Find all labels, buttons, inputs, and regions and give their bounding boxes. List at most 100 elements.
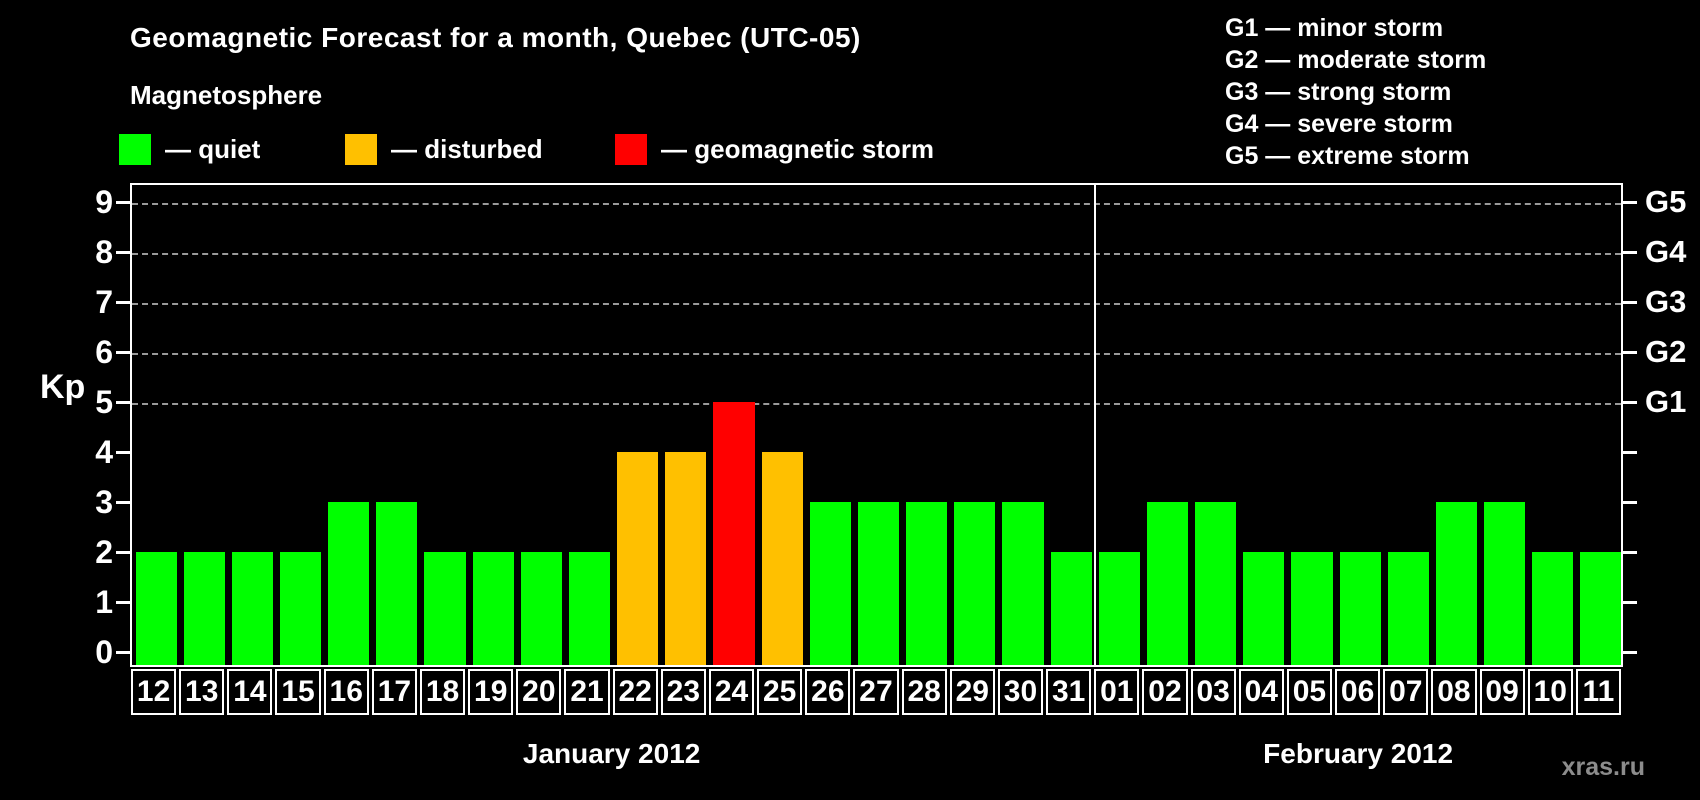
- date-cell: 12: [131, 669, 177, 715]
- date-cell: 27: [853, 669, 899, 715]
- kp-bar: [809, 502, 851, 665]
- date-cell: 20: [516, 669, 562, 715]
- y-tick-left: [116, 401, 130, 404]
- date-cell: 16: [323, 669, 369, 715]
- date-cell: 31: [1046, 669, 1092, 715]
- date-cell: 10: [1527, 669, 1573, 715]
- legend-label-disturbed: — disturbed: [391, 134, 543, 164]
- y-tick-right: [1623, 201, 1637, 204]
- grid-line-kp5: [132, 403, 1621, 405]
- g-axis-label-g5: G5: [1645, 184, 1687, 219]
- kp-bar: [231, 552, 273, 665]
- grid-line-kp7: [132, 303, 1621, 305]
- y-tick-left: [116, 301, 130, 304]
- date-cell: 05: [1286, 669, 1333, 715]
- g-axis-label-g2: G2: [1645, 334, 1687, 369]
- y-tick-left: [116, 351, 130, 354]
- quiet-color-swatch: [119, 134, 151, 165]
- date-cell: 23: [660, 669, 706, 715]
- kp-bar: [1435, 502, 1477, 665]
- disturbed-color-swatch: [345, 134, 377, 165]
- g3-legend-line: G3 — strong storm: [1225, 78, 1452, 106]
- kp-bar: [1339, 552, 1381, 665]
- kp-bar: [568, 552, 611, 665]
- kp-bar: [713, 402, 755, 665]
- y-tick-left: [116, 651, 130, 654]
- kp-bar: [1291, 552, 1333, 665]
- y-tick-right: [1623, 501, 1637, 504]
- kp-bar: [183, 552, 225, 665]
- y-tick-label: 8: [95, 234, 113, 270]
- date-cell: 26: [805, 669, 851, 715]
- kp-bar: [520, 552, 562, 665]
- y-tick-right: [1623, 551, 1637, 554]
- kp-bar: [1195, 502, 1237, 665]
- kp-bar: [906, 502, 948, 665]
- date-cell: 25: [757, 669, 803, 715]
- legend-label-storm: — geomagnetic storm: [661, 134, 935, 164]
- kp-bar: [1484, 502, 1526, 665]
- kp-bar: [135, 552, 177, 665]
- date-cell: 29: [949, 669, 995, 715]
- kp-axis-title: Kp: [40, 368, 86, 406]
- date-cell: 06: [1335, 669, 1381, 715]
- kp-bar: [1146, 502, 1189, 665]
- kp-bar: [761, 452, 803, 665]
- y-tick-left: [116, 451, 130, 454]
- y-tick-label: 4: [95, 434, 113, 470]
- y-tick-label: 1: [95, 584, 113, 620]
- date-cell: 13: [179, 669, 225, 715]
- kp-bar: [857, 502, 900, 665]
- y-tick-label: 3: [95, 484, 113, 520]
- date-cell: 14: [227, 669, 273, 715]
- date-cell: 01: [1094, 669, 1140, 715]
- y-tick-left: [116, 251, 130, 254]
- g-axis-label-g3: G3: [1645, 284, 1687, 319]
- date-cell: 11: [1575, 669, 1621, 715]
- date-cell: 04: [1238, 669, 1284, 715]
- date-cell: 22: [612, 669, 658, 715]
- y-tick-right: [1623, 301, 1637, 304]
- y-tick-right: [1623, 401, 1637, 404]
- kp-bar: [279, 552, 322, 665]
- y-tick-right: [1623, 601, 1637, 604]
- chart-title: Geomagnetic Forecast for a month, Quebec…: [130, 22, 861, 53]
- y-tick-left: [116, 501, 130, 504]
- date-cell: 17: [371, 669, 417, 715]
- kp-bar: [424, 552, 466, 665]
- date-cell: 21: [564, 669, 610, 715]
- date-cell: 30: [997, 669, 1044, 715]
- kp-bar: [617, 452, 659, 665]
- date-cell: 08: [1431, 669, 1477, 715]
- kp-bar: [1387, 552, 1429, 665]
- date-cell: 03: [1190, 669, 1236, 715]
- g4-legend-line: G4 — severe storm: [1225, 110, 1453, 138]
- y-tick-label: 0: [95, 634, 113, 670]
- date-cell: 24: [708, 669, 755, 715]
- y-tick-label: 6: [95, 334, 113, 370]
- storm-color-swatch: [615, 134, 647, 165]
- legend-item-storm: — geomagnetic storm: [615, 134, 934, 165]
- grid-line-kp8: [132, 253, 1621, 255]
- y-tick-right: [1623, 651, 1637, 654]
- date-cell: 28: [901, 669, 947, 715]
- kp-bar: [376, 502, 418, 665]
- grid-line-kp6: [132, 353, 1621, 355]
- g5-legend-line: G5 — extreme storm: [1225, 142, 1470, 170]
- g1-legend-line: G1 — minor storm: [1225, 14, 1444, 42]
- kp-bar: [472, 552, 514, 665]
- y-tick-right: [1623, 451, 1637, 454]
- date-cell: 18: [419, 669, 466, 715]
- legend-item-disturbed: — disturbed: [345, 134, 543, 165]
- kp-bar: [328, 502, 370, 665]
- watermark: xras.ru: [1561, 753, 1645, 781]
- kp-bar: [1580, 552, 1621, 665]
- month-label: January 2012: [522, 738, 701, 769]
- y-tick-left: [116, 601, 130, 604]
- y-tick-label: 7: [95, 284, 113, 320]
- legend-item-quiet: — quiet: [119, 134, 260, 165]
- legend-label-quiet: — quiet: [165, 134, 261, 164]
- date-cell: 02: [1142, 669, 1188, 715]
- magnetosphere-label: Magnetosphere: [130, 80, 323, 110]
